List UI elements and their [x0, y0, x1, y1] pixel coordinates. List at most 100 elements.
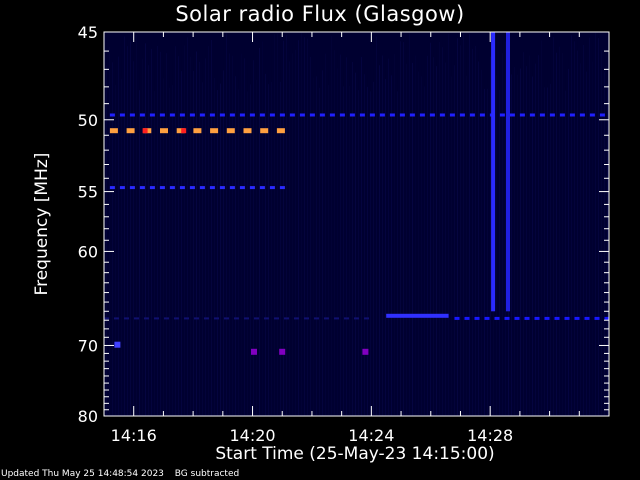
background-noise-column — [220, 83, 221, 416]
background-noise-column — [121, 78, 122, 417]
background-noise-column — [118, 56, 119, 416]
background-noise-column — [424, 86, 425, 417]
background-noise-column — [145, 43, 146, 416]
background-noise-column — [178, 56, 179, 417]
background-noise-column — [385, 78, 386, 416]
background-noise-column — [505, 41, 506, 417]
background-noise-column — [163, 78, 164, 416]
emission-dash — [594, 316, 600, 320]
background-noise-column — [190, 56, 191, 417]
background-noise-column — [238, 89, 239, 417]
spectrogram-background — [104, 32, 609, 416]
emission-dash — [159, 113, 165, 117]
emission-dash — [284, 317, 289, 320]
emission-dash — [269, 113, 275, 117]
emission-dash — [599, 113, 605, 117]
emission-dash — [279, 186, 285, 190]
y-tick-label: 80 — [78, 407, 98, 426]
background-noise-column — [472, 48, 473, 416]
background-noise-column — [568, 68, 569, 416]
emission-dash — [449, 113, 455, 117]
background-noise-column — [451, 76, 452, 417]
emission-dash — [259, 186, 265, 190]
background-noise-column — [565, 90, 566, 416]
background-noise-column — [538, 55, 539, 417]
background-noise-column — [502, 53, 503, 416]
emission-dash — [226, 128, 235, 134]
emission-dash — [209, 113, 215, 117]
background-noise-column — [229, 53, 230, 416]
background-noise-column — [115, 84, 116, 417]
background-noise-column — [430, 42, 431, 416]
background-noise-column — [487, 88, 488, 416]
emission-dash — [209, 186, 215, 190]
background-noise-column — [325, 53, 326, 417]
background-noise-column — [463, 33, 464, 417]
background-noise-column — [577, 50, 578, 417]
emission-dash — [210, 128, 219, 134]
background-noise-column — [490, 56, 491, 417]
background-noise-column — [241, 53, 242, 417]
background-noise-column — [160, 51, 161, 416]
emission-dash — [564, 316, 570, 320]
background-noise-column — [598, 37, 599, 416]
background-noise-column — [274, 34, 275, 417]
x-tick-label: 14:24 — [348, 426, 394, 445]
background-noise-column — [376, 36, 377, 416]
background-noise-column — [133, 61, 134, 416]
emission-dash — [199, 186, 205, 190]
emission-dash — [249, 113, 255, 117]
background-noise-column — [559, 46, 560, 416]
emission-segment — [386, 313, 449, 318]
emission-dash — [154, 317, 159, 320]
background-noise-column — [109, 46, 110, 416]
emission-dash — [119, 113, 125, 117]
background-noise-column — [271, 81, 272, 417]
background-noise-column — [523, 52, 524, 416]
emission-dash — [244, 317, 249, 320]
background-noise-column — [307, 38, 308, 416]
emission-dash — [589, 113, 595, 117]
background-noise-column — [265, 73, 266, 416]
emission-dash — [139, 113, 145, 117]
background-noise-column — [256, 79, 257, 417]
background-noise-column — [601, 50, 602, 417]
emission-dash — [224, 317, 229, 320]
background-noise-column — [295, 49, 296, 416]
background-noise-column — [499, 89, 500, 416]
background-noise-column — [529, 55, 530, 416]
background-noise-column — [373, 81, 374, 416]
background-noise-column — [139, 90, 140, 416]
emission-dash — [369, 113, 375, 117]
x-tick-label: 14:16 — [111, 426, 157, 445]
emission-dash — [364, 317, 369, 320]
emission-dash — [199, 113, 205, 117]
emission-dash — [119, 186, 125, 190]
emission-dash — [243, 128, 252, 134]
emission-dash — [524, 316, 530, 320]
background-noise-column — [346, 57, 347, 417]
emission-dash — [349, 113, 355, 117]
emission-dash — [324, 317, 329, 320]
background-noise-column — [106, 65, 107, 417]
background-noise-column — [334, 50, 335, 416]
y-tick-label: 55 — [78, 183, 98, 202]
background-noise-column — [184, 45, 185, 416]
background-noise-column — [244, 58, 245, 416]
background-noise-column — [157, 45, 158, 416]
background-noise-column — [319, 87, 320, 416]
emission-dot — [362, 348, 369, 355]
emission-dash — [184, 317, 189, 320]
emission-vertical-streak — [506, 32, 510, 312]
background-noise-column — [466, 75, 467, 416]
plot-area — [104, 32, 610, 417]
background-noise-column — [127, 46, 128, 417]
background-noise-column — [460, 45, 461, 417]
emission-dash — [129, 186, 135, 190]
background-noise-column — [415, 55, 416, 417]
background-noise-column — [403, 42, 404, 417]
emission-dash — [260, 128, 269, 134]
emission-dash — [214, 317, 219, 320]
emission-dash — [139, 186, 145, 190]
